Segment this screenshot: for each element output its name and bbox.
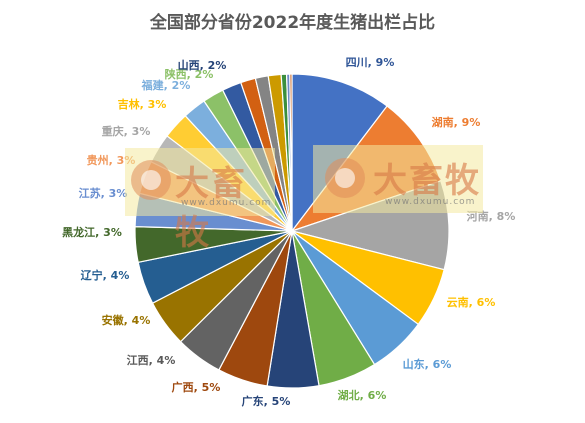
watermark-right: 大畜牧 www.dxumu.com (313, 145, 483, 213)
pie-slice-25 (289, 73, 293, 232)
data-label-7: 广东, 5% (242, 394, 291, 408)
watermark-url: www.dxumu.com (385, 197, 476, 207)
data-label-1: 四川, 9% (346, 56, 395, 69)
watermark-logo-icon (325, 158, 365, 198)
chart-title: 全国部分省份2022年度生猪出栏占比 (149, 13, 436, 33)
data-label-14: 贵州, 3% (87, 153, 136, 167)
data-label-5: 山东, 6% (403, 357, 452, 371)
watermark-url: www.dxumu.com (181, 198, 272, 208)
data-label-19: 山西, 2% (178, 58, 227, 72)
watermark-brand: 大畜牧 (373, 161, 481, 201)
data-label-18: 陕西, 2% (165, 67, 214, 81)
data-label-12: 黑龙江, 3% (62, 225, 122, 239)
data-label-17: 福建, 2% (141, 78, 191, 92)
data-label-2: 湖南, 9% (432, 115, 481, 129)
data-label-4: 云南, 6% (447, 295, 496, 309)
data-label-16: 吉林, 3% (118, 97, 167, 111)
data-label-9: 江西, 4% (127, 353, 176, 367)
data-label-10: 安徽, 4% (102, 313, 151, 327)
data-label-11: 辽宁, 4% (81, 268, 130, 282)
data-label-8: 广西, 5% (172, 380, 221, 394)
watermark-brand: 大畜牧 (175, 164, 247, 253)
watermark-logo-icon (131, 160, 171, 200)
data-label-13: 江苏, 3% (79, 186, 128, 200)
data-label-15: 重庆, 3% (102, 124, 151, 138)
data-label-6: 湖北, 6% (338, 388, 387, 402)
watermark-left: 大畜牧 www.dxumu.com (125, 148, 275, 253)
